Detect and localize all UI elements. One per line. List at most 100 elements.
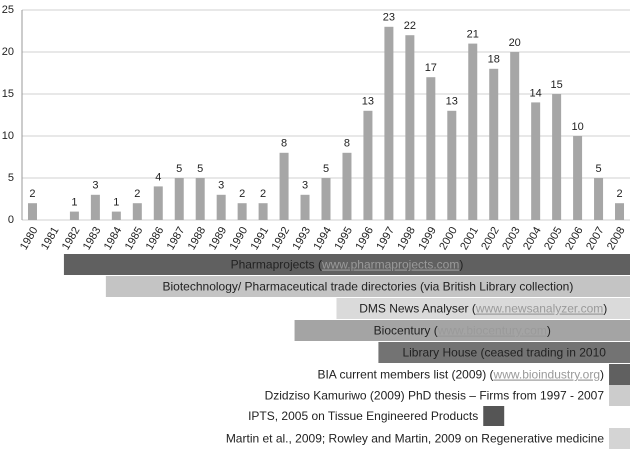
- x-tick-label: 2008: [605, 225, 628, 252]
- source-text: Pharmaprojects (: [231, 258, 322, 272]
- y-tick-label: 10: [2, 130, 14, 142]
- bar: [111, 211, 121, 220]
- x-tick-label: 1991: [249, 225, 272, 252]
- source-link: www.newsanalyzer.com: [475, 302, 603, 316]
- bar: [174, 178, 184, 220]
- value-label: 3: [302, 180, 308, 192]
- value-label: 8: [344, 138, 350, 150]
- bar: [447, 110, 457, 220]
- value-label: 20: [509, 37, 521, 49]
- bar: [573, 136, 583, 220]
- source-text: Library House (ceased trading in 2010: [402, 346, 606, 360]
- bar: [237, 203, 247, 220]
- value-label: 18: [488, 54, 500, 66]
- x-tick-label: 1995: [332, 225, 355, 252]
- x-tick-label: 1993: [291, 225, 314, 252]
- source-bar: [63, 254, 631, 275]
- source-text: ): [459, 258, 463, 272]
- value-label: 23: [383, 12, 395, 24]
- source-label: IPTS, 2005 on Tissue Engineered Products: [248, 409, 478, 423]
- x-tick-label: 1998: [395, 225, 418, 252]
- value-label: 2: [260, 188, 266, 200]
- x-tick-label: 2004: [521, 225, 544, 252]
- x-tick-label: 2007: [584, 225, 607, 252]
- value-label: 3: [92, 180, 98, 192]
- source-text: Biocentury (: [374, 324, 438, 338]
- x-tick-label: 1987: [165, 225, 188, 252]
- bar: [531, 102, 541, 220]
- source-bar: [609, 364, 630, 385]
- source-text: ): [603, 302, 607, 316]
- source-text: ): [600, 368, 604, 382]
- value-label: 2: [134, 188, 140, 200]
- source-link: www.pharmaprojects.com: [321, 258, 459, 272]
- bar: [363, 110, 373, 220]
- source-label: BIA current members list (2009) (www.bio…: [317, 368, 604, 382]
- source-label: Library House (ceased trading in 2010: [402, 346, 606, 360]
- source-bar: [378, 342, 630, 363]
- bar: [405, 35, 415, 221]
- x-tick-label: 1981: [39, 225, 62, 252]
- x-tick-label: 1990: [228, 225, 251, 252]
- source-label: Martin et al., 2009; Rowley and Martin, …: [226, 432, 605, 446]
- bar: [90, 194, 100, 220]
- source-bar: [336, 298, 630, 319]
- source-text: Biotechnology/ Pharmaceutical trade dire…: [163, 280, 574, 294]
- value-label: 10: [571, 121, 583, 133]
- bar: [489, 68, 499, 220]
- value-label: 14: [530, 87, 542, 99]
- bar: [300, 194, 310, 220]
- value-label: 1: [71, 197, 77, 209]
- value-label: 22: [404, 20, 416, 32]
- x-tick-label: 2002: [479, 225, 502, 252]
- bar: [279, 152, 289, 220]
- value-label: 21: [467, 29, 479, 41]
- source-label: Dzidziso Kamuriwo (2009) PhD thesis – Fi…: [265, 389, 605, 403]
- bar: [258, 203, 268, 220]
- value-label: 15: [550, 79, 562, 91]
- x-tick-label: 1980: [18, 225, 41, 252]
- source-text: DMS News Analyser (: [359, 302, 476, 316]
- value-label: 2: [616, 188, 622, 200]
- y-tick-label: 0: [8, 214, 14, 226]
- bar: [342, 152, 352, 220]
- source-text: IPTS, 2005 on Tissue Engineered Products: [248, 409, 478, 423]
- bar: [195, 178, 205, 220]
- bar: [132, 203, 142, 220]
- source-link: www.bioindustry.org: [493, 368, 601, 382]
- source-text: Dzidziso Kamuriwo (2009) PhD thesis – Fi…: [265, 389, 605, 403]
- x-tick-label: 1984: [102, 225, 125, 252]
- bar: [552, 94, 562, 220]
- x-tick-label: 1996: [353, 225, 376, 252]
- x-tick-label: 1982: [60, 225, 83, 252]
- y-tick-label: 15: [2, 88, 14, 100]
- bar: [321, 178, 331, 220]
- bar: [426, 77, 436, 220]
- x-tick-label: 1986: [144, 225, 167, 252]
- x-tick-label: 1983: [81, 225, 104, 252]
- source-label: Pharmaprojects (www.pharmaprojects.com): [231, 258, 464, 272]
- x-tick-label: 1985: [123, 225, 146, 252]
- x-tick-label: 2003: [500, 225, 523, 252]
- source-link: www.biocentury.com: [437, 324, 547, 338]
- source-bar: [483, 406, 505, 426]
- source-bar: [105, 276, 631, 297]
- value-label: 13: [362, 96, 374, 108]
- value-label: 5: [595, 163, 601, 175]
- x-tick-label: 1988: [186, 225, 209, 252]
- value-label: 5: [176, 163, 182, 175]
- x-tick-label: 2006: [563, 225, 586, 252]
- y-tick-label: 5: [8, 172, 14, 184]
- bar: [510, 52, 520, 220]
- source-text: ): [547, 324, 551, 338]
- bar: [153, 186, 163, 220]
- source-bar: [609, 428, 630, 449]
- x-tick-label: 1997: [374, 225, 397, 252]
- source-label: Biocentury (www.biocentury.com): [374, 324, 551, 338]
- value-label: 17: [425, 62, 437, 74]
- value-label: 1: [113, 197, 119, 209]
- x-tick-label: 1994: [311, 225, 334, 252]
- source-label: Biotechnology/ Pharmaceutical trade dire…: [163, 280, 574, 294]
- bar: [615, 203, 625, 220]
